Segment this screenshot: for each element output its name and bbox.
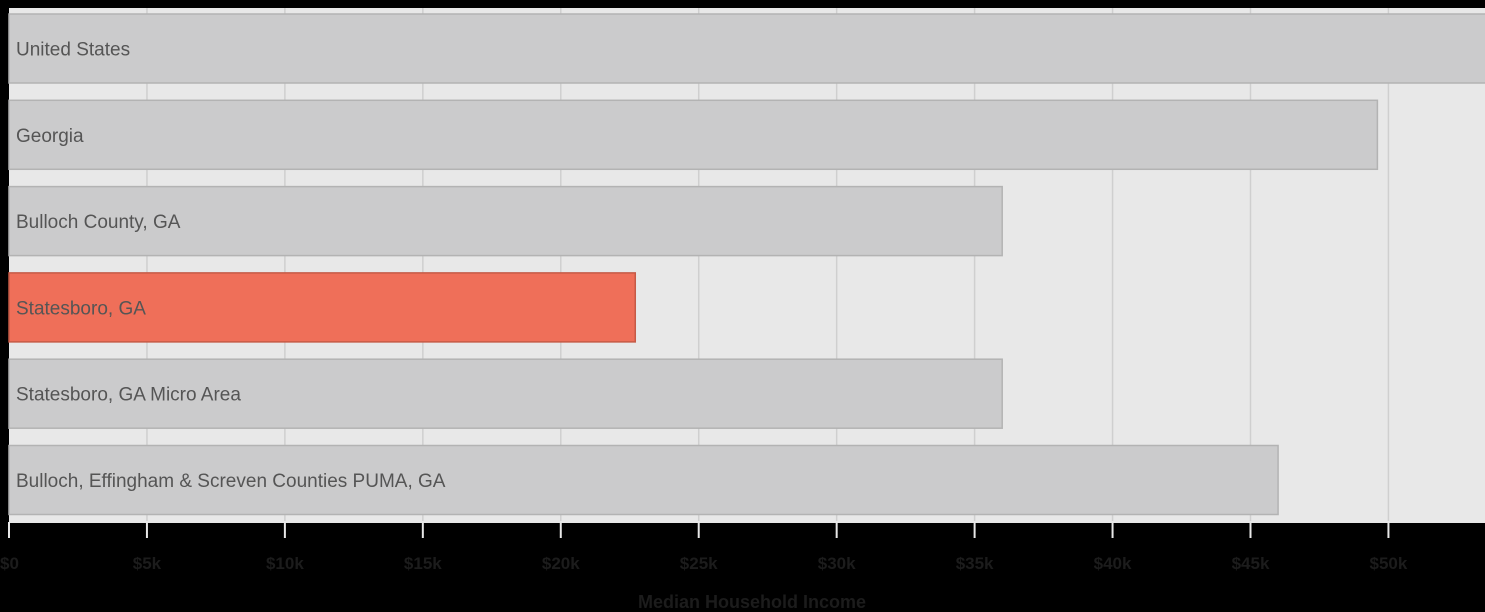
bar bbox=[8, 272, 637, 343]
bar-label: Statesboro, GA Micro Area bbox=[16, 385, 241, 406]
bar-label: Georgia bbox=[16, 126, 84, 147]
x-tick-label: $50k bbox=[1370, 554, 1408, 573]
bar bbox=[8, 185, 1003, 257]
x-tick-label: $30k bbox=[818, 554, 856, 573]
x-tick-label: $45k bbox=[1232, 554, 1270, 573]
bar-label: Bulloch, Effingham & Screven Counties PU… bbox=[16, 471, 446, 492]
x-axis-ticks: $0 $5k $10k $15k $20k $25k $30k $35k $40k $45k $50… bbox=[0, 522, 1408, 573]
x-tick-label: $25k bbox=[680, 554, 718, 573]
x-tick-label: $10k bbox=[266, 554, 304, 573]
x-tick-label: $20k bbox=[542, 554, 580, 573]
plot-background bbox=[9, 8, 1485, 522]
bar bbox=[8, 99, 1379, 171]
x-tick-label: $0 bbox=[0, 554, 19, 573]
bar bbox=[8, 13, 1485, 84]
x-tick-label: $15k bbox=[404, 554, 442, 573]
bars: United States Georgia Bulloch County, GA St… bbox=[8, 13, 1485, 516]
bar bbox=[8, 444, 1279, 516]
gridlines bbox=[146, 8, 1390, 522]
x-tick-label: $40k bbox=[1094, 554, 1132, 573]
bar-label: Bulloch County, GA bbox=[16, 212, 181, 233]
bar-label: United States bbox=[16, 40, 130, 61]
x-tick-label: $5k bbox=[133, 554, 162, 573]
bar-label: Statesboro, GA bbox=[16, 298, 146, 319]
x-axis-title: Median Household Income bbox=[638, 592, 866, 612]
bar bbox=[8, 358, 1003, 429]
x-tick-label: $35k bbox=[956, 554, 994, 573]
